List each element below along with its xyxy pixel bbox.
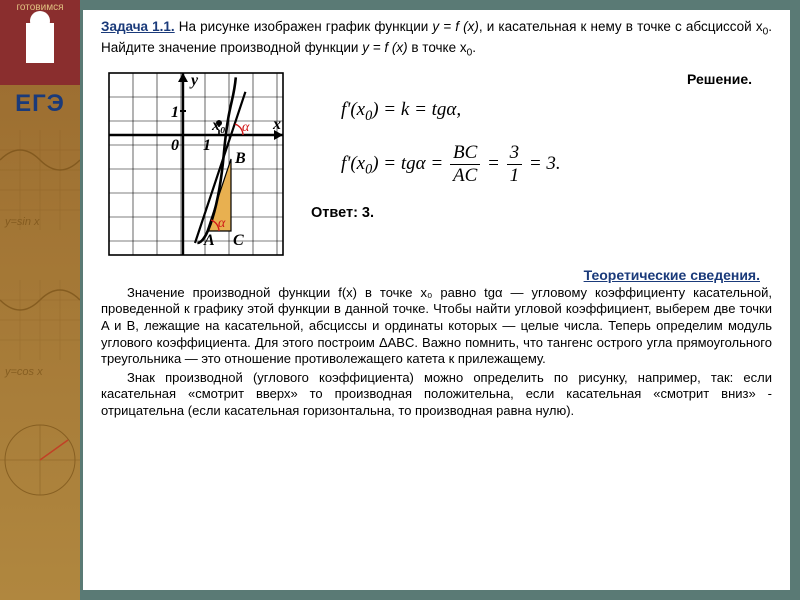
ege-label: ЕГЭ (0, 90, 80, 118)
formula-2: f'(x0) = tgα = BCAC = 31 = 3. (341, 142, 772, 187)
sidebar-decoration: y=sin x y=cos x (0, 130, 80, 530)
svg-text:B: B (234, 150, 246, 167)
sidebar-top-label: готовимся (0, 2, 80, 13)
task-statement: Задача 1.1. На рисунке изображен график … (101, 18, 772, 61)
formula-1: f'(x0) = k = tgα, (341, 99, 772, 125)
svg-text:1: 1 (171, 104, 179, 121)
theory-link[interactable]: Теоретические сведения. (101, 267, 760, 283)
sidebar: готовимся ЕГЭ y=sin x y=cos x (0, 0, 80, 600)
svg-text:x₀: x₀ (211, 117, 226, 134)
task-title: Задача 1.1. (101, 19, 175, 34)
svg-text:x: x (272, 116, 281, 133)
solution-label: Решение. (311, 71, 752, 87)
svg-text:0: 0 (171, 137, 179, 154)
solution-panel: Решение. f'(x0) = k = tgα, f'(x0) = tgα … (291, 65, 772, 263)
svg-text:y=sin x: y=sin x (4, 216, 40, 228)
svg-text:α: α (218, 216, 226, 231)
svg-text:A: A (203, 232, 215, 249)
theory-paragraph-1: Значение производной функции f(x) в точк… (101, 285, 772, 368)
main-content: Задача 1.1. На рисунке изображен график … (83, 10, 790, 590)
svg-text:1: 1 (203, 137, 211, 154)
theory-paragraph-2: Знак производной (углового коэффициента)… (101, 370, 772, 420)
svg-text:y: y (189, 72, 199, 89)
function-graph: yx101x₀ACBαα (101, 65, 291, 263)
svg-text:y=cos x: y=cos x (4, 366, 43, 378)
svg-text:α: α (242, 120, 250, 135)
answer-label: Ответ: 3. (311, 205, 772, 221)
person-icon (26, 23, 54, 63)
svg-text:C: C (233, 232, 244, 249)
